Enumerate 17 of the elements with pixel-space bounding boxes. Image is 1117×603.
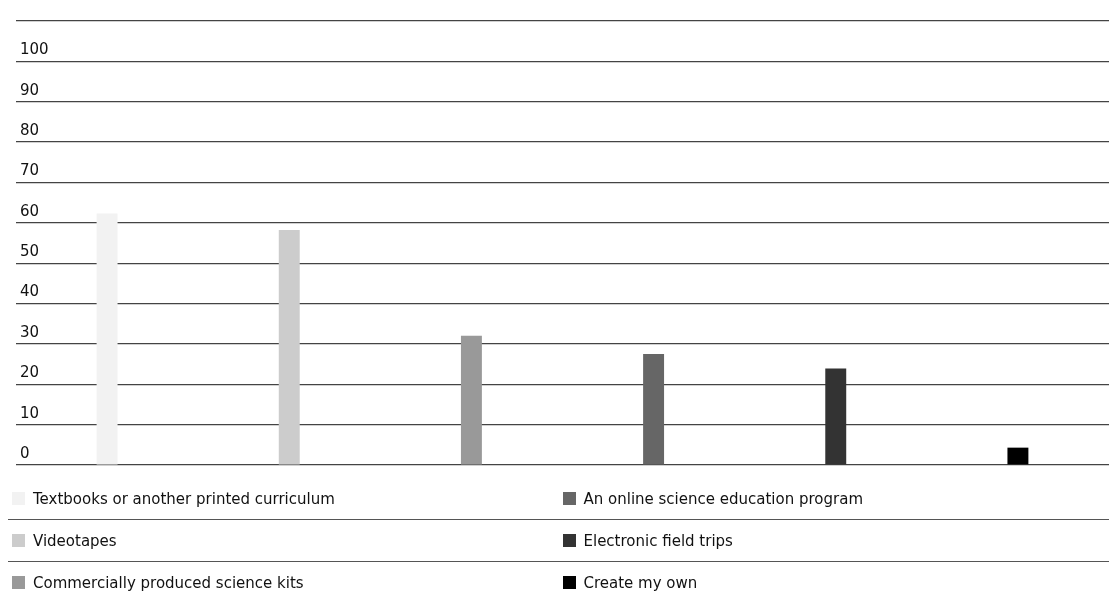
legend-label: Videotapes [33,531,117,550]
y-tick-label: 20 [20,363,40,382]
legend-label: Electronic field trips [583,531,733,550]
y-tick-label: 10 [20,403,40,422]
legend-label: Commercially produced science kits [33,573,304,592]
legend-label: An online science education program [583,489,863,508]
y-tick-label: 80 [20,120,40,139]
y-tick-label: 60 [20,201,40,220]
y-tick-label: 50 [20,242,40,261]
legend-label: Create my own [583,573,698,592]
y-tick-label: 70 [20,161,40,180]
y-tick-label: 100 [20,40,49,59]
y-tick-label: 40 [20,282,40,301]
y-tick-label: 0 [20,443,30,462]
y-tick-label: 90 [20,80,40,99]
legend-label: Textbooks or another printed curriculum [33,489,335,508]
y-tick-label: 30 [20,322,40,341]
